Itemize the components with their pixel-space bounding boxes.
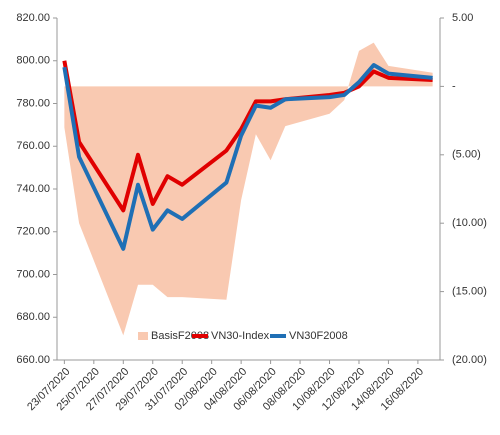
y-tick-label: 800.00 — [16, 55, 50, 67]
series-line — [62, 60, 433, 213]
y-tick-label: 660.00 — [16, 354, 50, 366]
y-tick-label: 720.00 — [16, 226, 50, 238]
series-line — [62, 63, 433, 251]
legend-label: BasisF2008 — [151, 330, 209, 342]
y2-tick-label: 5.00 — [452, 12, 473, 24]
y-tick-label: 820.00 — [16, 12, 50, 24]
basis-area — [64, 42, 433, 336]
legend-label: VN30-Index — [211, 330, 270, 342]
y-tick-label: 740.00 — [16, 183, 50, 195]
y-tick-label: 760.00 — [16, 140, 50, 152]
y2-tick-label: (10.00) — [452, 217, 487, 229]
y2-tick-label: (20.00) — [452, 354, 487, 366]
legend-swatch — [138, 332, 148, 340]
y2-tick-label: (15.00) — [452, 286, 487, 298]
legend-label: VN30F2008 — [289, 330, 348, 342]
y-tick-label: 680.00 — [16, 311, 50, 323]
y2-tick-label: - — [452, 80, 456, 92]
y2-tick-label: (5.00) — [452, 149, 481, 161]
y-tick-label: 700.00 — [16, 268, 50, 280]
y-tick-label: 780.00 — [16, 97, 50, 109]
